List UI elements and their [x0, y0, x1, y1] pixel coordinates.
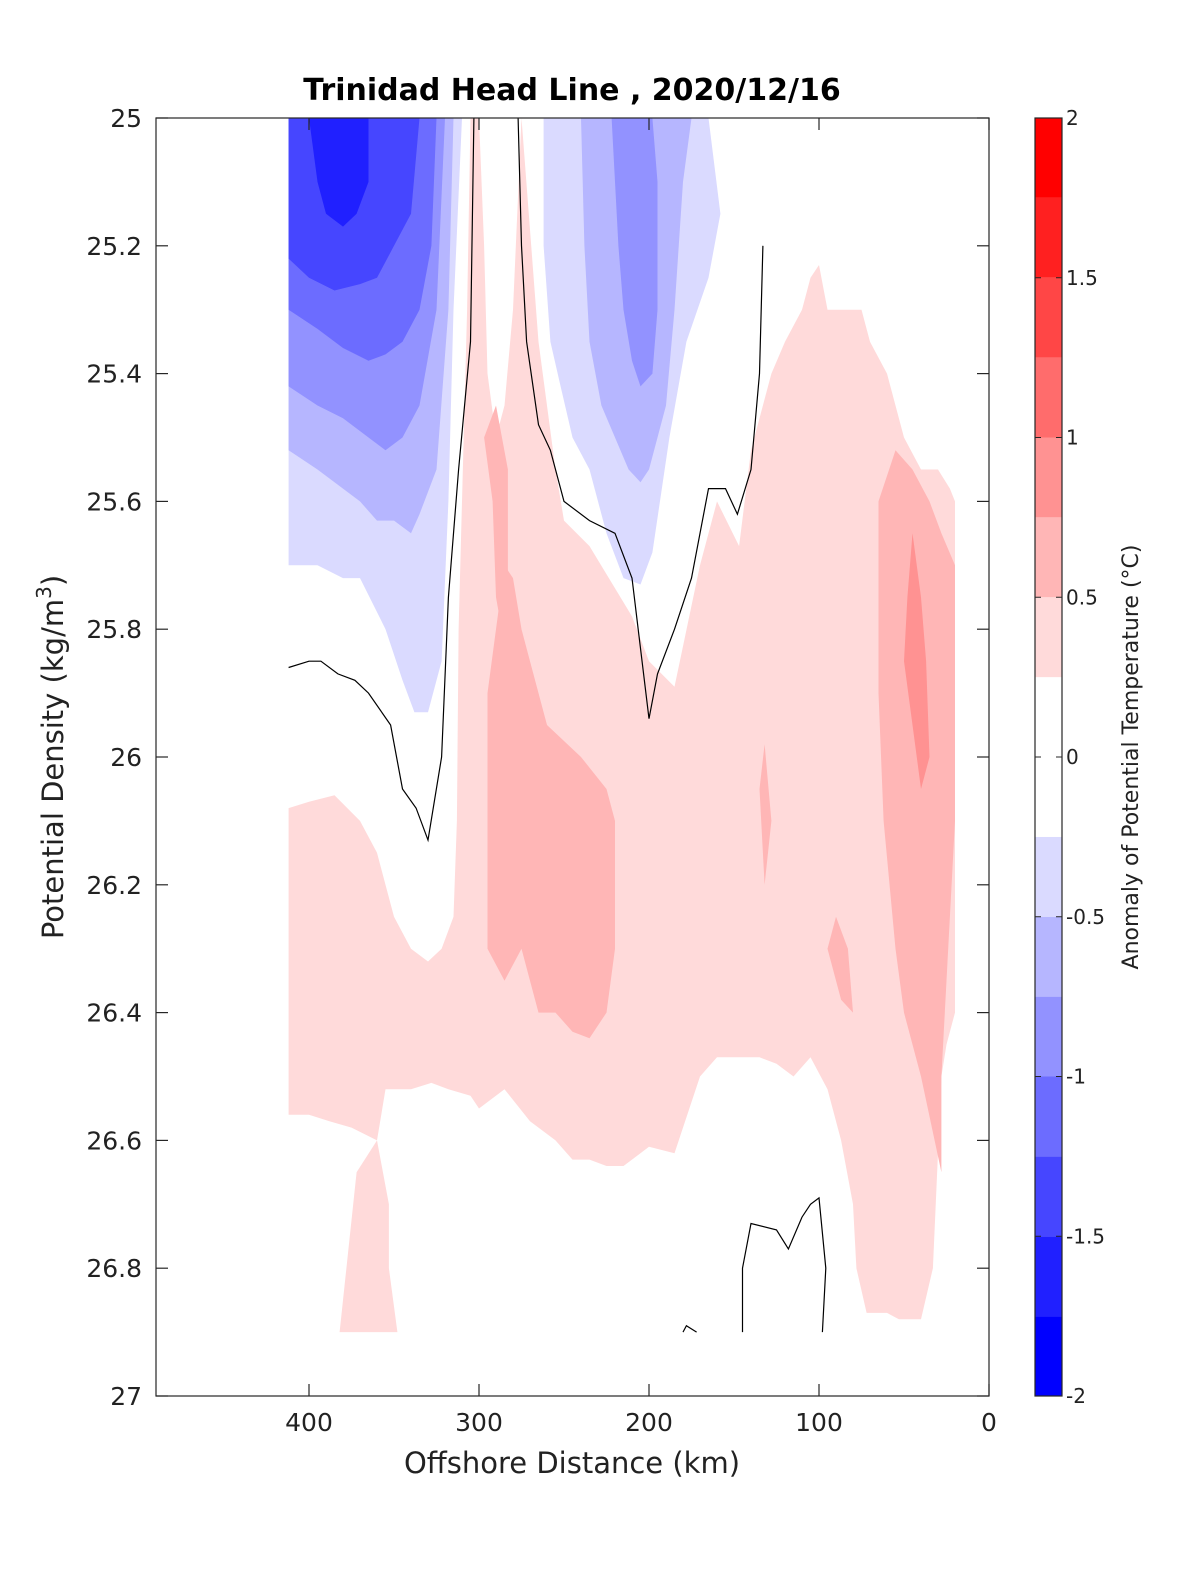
x-tick-label: 200 — [625, 1408, 673, 1437]
colorbar-segment — [1035, 1316, 1062, 1396]
contour-region-pink-upper-280 — [484, 405, 508, 617]
contour-region-pink-core-40 — [904, 533, 930, 789]
y-tick-label: 26.2 — [86, 871, 142, 900]
y-tick-label: 25.8 — [86, 615, 142, 644]
y-tick-label: 26 — [110, 743, 142, 772]
x-tick-label: 300 — [455, 1408, 503, 1437]
contour-region-blue-left-6 — [309, 118, 369, 227]
y-tick-label: 25.4 — [86, 360, 142, 389]
y-tick-label: 25.2 — [86, 232, 142, 261]
colorbar-segment — [1035, 1156, 1062, 1237]
contour-line-zero-line-deep-2 — [682, 1324, 697, 1333]
colorbar-tick-label: -0.5 — [1066, 905, 1105, 929]
contour-region-pink-middle — [487, 565, 615, 1039]
y-tick-label: 25.6 — [86, 487, 142, 516]
x-axis-label: Offshore Distance (km) — [404, 1446, 740, 1480]
contour-region-pink-outer — [288, 118, 956, 1333]
colorbar-tick-label: -1.5 — [1066, 1224, 1105, 1248]
colorbar-tick-label: 1 — [1066, 426, 1079, 450]
y-tick-label: 27 — [110, 1382, 142, 1411]
colorbar-segment — [1035, 1076, 1062, 1157]
colorbar-segment — [1035, 836, 1062, 917]
y-tick-label: 26.8 — [86, 1254, 142, 1283]
colorbar-tick-label: 0.5 — [1066, 585, 1098, 609]
y-axis-label-suffix: ) — [36, 575, 70, 586]
contour-region-pink-coastal — [878, 450, 955, 1173]
colorbar-segment — [1035, 357, 1062, 438]
y-axis-label-main: Potential Density (kg/m — [36, 599, 70, 939]
colorbar-segment — [1035, 197, 1062, 278]
x-tick-label: 0 — [981, 1408, 997, 1437]
colorbar-segment — [1035, 437, 1062, 518]
colorbar-segment — [1035, 277, 1062, 358]
colorbar-label: Anomaly of Potential Temperature (°C) — [1119, 545, 1144, 970]
colorbar: 2 1.5 1 0.5 0 -0.5 -1 -1.5 -2 — [1034, 106, 1105, 1408]
colorbar-segment — [1035, 597, 1062, 678]
x-tick-label: 400 — [285, 1408, 333, 1437]
colorbar-segment — [1035, 1236, 1062, 1317]
x-tick-label: 100 — [795, 1408, 843, 1437]
y-tick-label: 26.6 — [86, 1126, 142, 1155]
contour-region-pink-small-130 — [759, 744, 772, 885]
colorbar-tick-label: -2 — [1066, 1384, 1086, 1408]
colorbar-tick-label: 0 — [1066, 745, 1079, 769]
contour-line-zero-line-deep-1 — [741, 1196, 827, 1333]
y-tick-label: 25 — [110, 104, 142, 133]
y-tick-label: 26.4 — [86, 999, 142, 1028]
colorbar-segment — [1035, 996, 1062, 1077]
colorbar-tick-label: 1.5 — [1066, 266, 1098, 290]
chart-title: Trinidad Head Line , 2020/12/16 — [303, 73, 840, 108]
plot-area — [156, 117, 989, 1396]
contour-line-zero-line-middle — [517, 117, 764, 719]
contour-region-blue-mid-3 — [611, 118, 658, 387]
colorbar-tick-label: -1 — [1066, 1065, 1086, 1089]
colorbar-tick-label: 2 — [1066, 106, 1079, 130]
axes: 25 25.2 25.4 25.6 25.8 26 26.2 26.4 26.6 26.8 27 40… — [86, 104, 997, 1437]
y-axis-label-superscript: 3 — [32, 586, 56, 599]
contour-line-zero-line-left — [288, 117, 475, 843]
colorbar-segment — [1035, 118, 1062, 198]
colorbar-segment — [1035, 517, 1062, 598]
contour-region-pink-small-90 — [827, 916, 853, 1013]
y-axis-label: Potential Density (kg/m3) — [32, 575, 70, 939]
colorbar-segment — [1035, 916, 1062, 997]
